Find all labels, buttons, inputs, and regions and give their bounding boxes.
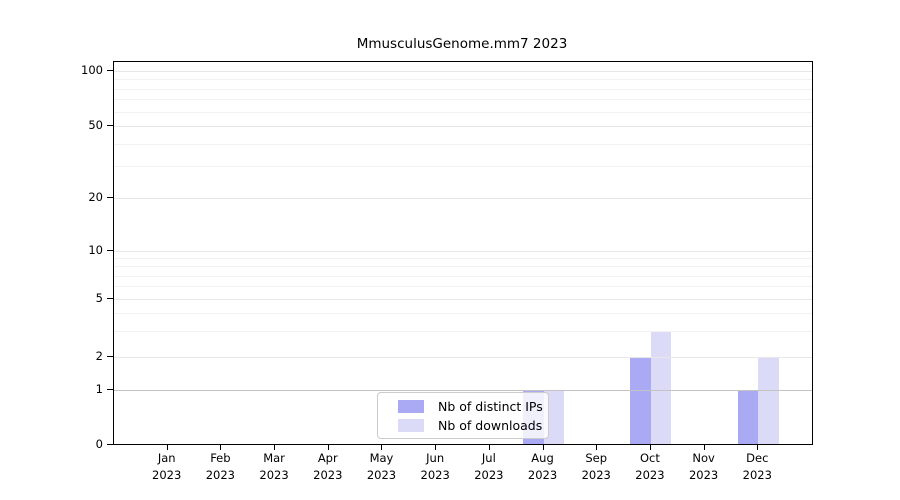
x-tick-label-month: May xyxy=(369,451,394,465)
minor-gridline xyxy=(114,88,812,90)
major-gridline-1 xyxy=(114,389,812,391)
x-tick-label-dec: Dec 2023 xyxy=(727,450,787,483)
x-tick-label-nov: Nov 2023 xyxy=(674,450,734,483)
x-tick-label-year: 2023 xyxy=(688,467,719,482)
minor-gridline xyxy=(114,258,812,260)
x-tick-label-sep: Sep 2023 xyxy=(566,450,626,483)
major-gridline-50 xyxy=(114,126,812,127)
x-tick-label-jan: Jan 2023 xyxy=(137,450,197,483)
x-tick-jan xyxy=(166,444,168,450)
x-tick-label-year: 2023 xyxy=(366,467,397,482)
x-tick-oct xyxy=(649,444,651,450)
legend-label: Nb of downloads xyxy=(438,417,543,433)
x-tick-dec xyxy=(757,444,759,450)
legend-item-distinct-ips: Nb of distinct IPs xyxy=(398,399,548,414)
minor-gridline xyxy=(114,286,812,288)
y-tick-label-50: 50 xyxy=(88,118,103,132)
y-tick-0 xyxy=(107,443,113,445)
x-tick-label-year: 2023 xyxy=(742,467,772,482)
legend-label: Nb of distinct IPs xyxy=(438,398,543,414)
y-tick-10 xyxy=(107,250,113,251)
x-tick-label-aug: Aug 2023 xyxy=(513,450,573,483)
legend-item-downloads: Nb of downloads xyxy=(398,418,548,433)
minor-gridline xyxy=(114,99,812,101)
chart-legend: Nb of distinct IPs Nb of downloads xyxy=(377,392,549,439)
minor-gridline xyxy=(114,313,812,314)
x-tick-label-month: Dec xyxy=(746,451,769,465)
minor-gridline xyxy=(114,111,812,113)
bar-downloads-dec xyxy=(758,356,779,444)
x-tick-label-month: Feb xyxy=(210,451,231,465)
y-tick-5 xyxy=(107,298,113,299)
major-gridline-100 xyxy=(114,71,812,72)
minor-gridline xyxy=(114,166,812,168)
x-tick-nov xyxy=(703,444,705,450)
x-tick-label-month: Jun xyxy=(426,451,445,465)
x-tick-label-year: 2023 xyxy=(205,467,236,482)
x-tick-label-oct: Oct 2023 xyxy=(620,450,680,483)
minor-gridline xyxy=(114,79,812,81)
x-tick-label-mar: Mar 2023 xyxy=(244,450,304,483)
y-tick-label-2: 2 xyxy=(95,348,103,363)
x-tick-jul xyxy=(488,444,490,450)
y-tick-50 xyxy=(107,125,113,126)
x-tick-label-jun: Jun 2023 xyxy=(405,450,465,483)
minor-gridline xyxy=(114,266,812,268)
minor-gridline xyxy=(114,143,812,145)
x-tick-sep xyxy=(596,444,598,450)
major-gridline-10 xyxy=(114,251,812,252)
major-gridline-5 xyxy=(114,299,812,300)
y-tick-label-5: 5 xyxy=(95,291,103,305)
x-tick-aug xyxy=(542,444,544,450)
x-tick-label-apr: Apr 2023 xyxy=(298,450,358,483)
y-tick-label-1: 1 xyxy=(95,381,103,396)
x-tick-label-month: Aug xyxy=(531,451,554,465)
minor-gridline xyxy=(114,275,812,277)
x-tick-label-month: Sep xyxy=(585,451,608,465)
x-tick-label-month: Apr xyxy=(317,451,338,465)
x-tick-label-year: 2023 xyxy=(581,467,611,482)
x-tick-apr xyxy=(327,444,329,450)
x-tick-jun xyxy=(435,444,437,450)
x-tick-label-month: Mar xyxy=(263,451,285,465)
x-tick-label-feb: Feb 2023 xyxy=(190,450,250,483)
x-tick-label-year: 2023 xyxy=(152,467,182,482)
bar-distinct-ips-oct xyxy=(630,356,651,444)
x-tick-label-may: May 2023 xyxy=(351,450,411,483)
x-tick-label-month: Oct xyxy=(639,451,660,465)
major-gridline-20 xyxy=(114,198,812,199)
x-tick-label-year: 2023 xyxy=(527,467,558,482)
y-tick-label-10: 10 xyxy=(88,243,103,257)
legend-swatch-downloads xyxy=(398,418,424,432)
x-tick-label-month: Nov xyxy=(692,451,715,465)
bar-downloads-oct xyxy=(650,331,672,444)
x-tick-may xyxy=(381,444,383,450)
y-tick-2 xyxy=(107,355,113,357)
y-tick-label-0: 0 xyxy=(95,436,103,451)
major-gridline-2 xyxy=(114,356,812,358)
x-tick-label-year: 2023 xyxy=(635,467,665,482)
minor-gridline xyxy=(114,331,812,333)
y-tick-100 xyxy=(107,70,113,71)
x-tick-label-year: 2023 xyxy=(474,467,504,482)
x-tick-label-year: 2023 xyxy=(313,467,343,482)
y-tick-20 xyxy=(107,197,113,198)
x-tick-label-year: 2023 xyxy=(259,467,289,482)
x-tick-label-year: 2023 xyxy=(420,467,450,482)
x-tick-feb xyxy=(220,444,222,450)
y-tick-label-100: 100 xyxy=(81,63,103,77)
bar-distinct-ips-dec xyxy=(737,389,759,444)
x-tick-label-jul: Jul 2023 xyxy=(459,450,519,483)
chart-title: MmusculusGenome.mm7 2023 xyxy=(356,36,568,52)
y-tick-label-20: 20 xyxy=(88,190,103,204)
x-tick-label-month: Jul xyxy=(481,451,496,465)
x-tick-mar xyxy=(274,444,276,450)
legend-swatch-distinct-ips xyxy=(398,399,424,413)
y-tick-1 xyxy=(107,388,113,390)
plot-area xyxy=(113,61,813,445)
x-tick-label-month: Jan xyxy=(157,451,176,465)
